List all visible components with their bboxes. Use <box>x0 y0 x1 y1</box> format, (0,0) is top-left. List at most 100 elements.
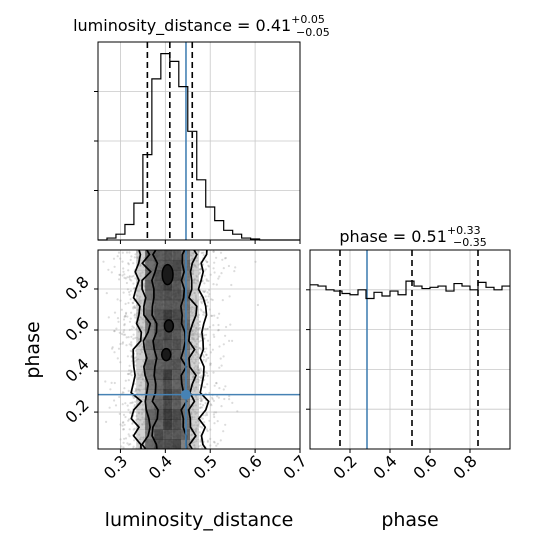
scatter-point <box>141 408 144 411</box>
scatter-point <box>206 374 209 377</box>
scatter-point <box>196 372 199 375</box>
density-cell <box>163 299 173 311</box>
scatter-point <box>230 283 233 287</box>
scatter-point <box>111 346 114 349</box>
scatter-point <box>113 311 117 314</box>
scatter-point <box>191 305 194 308</box>
scatter-point <box>194 294 197 297</box>
scatter-point <box>195 297 198 300</box>
density-cell <box>172 409 182 420</box>
scatter-point <box>196 366 199 369</box>
scatter-point <box>212 440 216 443</box>
scatter-point <box>140 381 143 384</box>
scatter-point <box>133 314 136 317</box>
scatter-point <box>212 371 215 374</box>
x-tick-label: 0.6 <box>409 451 440 482</box>
scatter-point <box>137 339 140 343</box>
scatter-point <box>195 429 198 432</box>
scatter-point <box>215 256 218 259</box>
scatter-point <box>212 250 215 253</box>
scatter-point <box>213 314 216 317</box>
scatter-point <box>190 357 193 361</box>
scatter-point <box>218 275 221 278</box>
scatter-point <box>126 355 129 358</box>
scatter-point <box>139 316 142 319</box>
scatter-point <box>197 316 200 319</box>
scatter-point <box>104 380 107 383</box>
scatter-point <box>190 308 193 311</box>
scatter-point <box>200 348 203 351</box>
density-cell <box>172 319 182 331</box>
scatter-point <box>194 264 197 267</box>
scatter-point <box>134 419 137 422</box>
density-cell <box>190 419 199 430</box>
scatter-point <box>193 344 196 348</box>
scatter-point <box>231 401 234 404</box>
scatter-point <box>142 359 145 362</box>
density-cell <box>154 399 164 410</box>
scatter-point <box>205 353 208 357</box>
scatter-point <box>126 288 129 291</box>
scatter-point <box>136 399 139 402</box>
scatter-point <box>121 391 124 394</box>
scatter-point <box>124 402 127 405</box>
scatter-point <box>190 415 193 418</box>
scatter-point <box>120 332 123 335</box>
scatter-point <box>203 421 206 424</box>
scatter-point <box>189 262 192 265</box>
scatter-point <box>127 301 130 305</box>
scatter-point <box>195 342 198 346</box>
x-tick-labels: 0.2 0.4 0.6 0.8 <box>329 451 480 482</box>
scatter-point <box>119 423 122 426</box>
scatter-point <box>135 414 138 418</box>
scatter-point <box>222 388 225 391</box>
scatter-point <box>129 411 132 415</box>
scatter-point <box>203 290 206 293</box>
scatter-point <box>123 387 126 390</box>
scatter-point <box>113 351 116 354</box>
scatter-point <box>129 443 132 446</box>
scatter-point <box>204 289 207 292</box>
scatter-point <box>192 404 195 407</box>
scatter-point <box>133 305 136 308</box>
scatter-point <box>134 336 137 339</box>
scatter-point <box>191 258 194 261</box>
scatter-point <box>195 386 198 389</box>
scatter-point <box>212 250 215 253</box>
scatter-point <box>191 360 194 363</box>
scatter-point <box>208 325 211 329</box>
density-cell <box>154 319 164 331</box>
scatter-point <box>196 398 199 401</box>
scatter-point <box>139 376 142 379</box>
panel-border <box>309 249 511 450</box>
scatter-point <box>192 334 195 337</box>
scatter-point <box>125 281 128 285</box>
scatter-point <box>138 384 141 387</box>
scatter-point <box>132 445 135 448</box>
scatter-point <box>208 308 211 311</box>
scatter-point <box>133 287 136 290</box>
scatter-point <box>194 365 197 368</box>
scatter-point <box>192 252 195 255</box>
histogram-step-line <box>98 53 300 241</box>
scatter-point <box>205 412 208 415</box>
scatter-point <box>198 271 201 274</box>
density-cell <box>163 409 173 420</box>
scatter-point <box>196 366 200 369</box>
scatter-point <box>120 308 123 311</box>
scatter-point <box>220 405 223 408</box>
density-cell <box>145 279 155 291</box>
scatter-point <box>130 374 133 377</box>
scatter-point <box>192 356 195 359</box>
scatter-point <box>218 387 221 390</box>
scatter-point <box>128 276 131 279</box>
scatter-point <box>139 284 142 287</box>
scatter-point <box>132 274 135 278</box>
scatter-point <box>217 396 220 399</box>
scatter-point <box>211 298 214 302</box>
scatter-point <box>132 333 135 336</box>
title-luminosity-distance: luminosity_distance = 0.41+0.05 <box>73 13 325 36</box>
scatter-point <box>193 264 196 267</box>
scatter-point <box>224 334 227 337</box>
scatter-point <box>221 299 224 302</box>
